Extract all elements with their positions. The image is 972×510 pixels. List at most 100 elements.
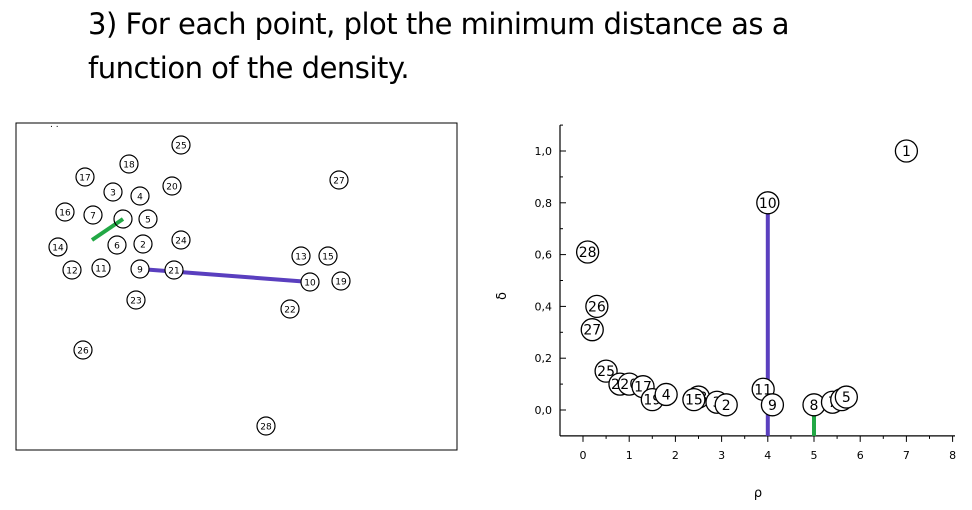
scatter-point-marker	[331, 271, 351, 291]
scatter-point-label: 5	[145, 216, 151, 226]
scatter-point-marker	[83, 205, 103, 225]
scatter-point-marker	[291, 246, 311, 266]
scatter-point-label: 17	[79, 174, 90, 184]
scatter-point-marker	[75, 167, 95, 187]
scatter-point-marker	[73, 340, 93, 360]
scatter-point-25: 25	[171, 135, 191, 155]
title-line-1: 3) For each point, plot the minimum dist…	[88, 7, 789, 41]
scatter-point-hidden-marker	[113, 209, 133, 229]
scatter-point-27: 27	[329, 170, 349, 190]
scatter-point-5: 5	[138, 209, 158, 229]
scatter-point-marker	[130, 259, 150, 279]
y-tick-label: 0,4	[535, 300, 553, 313]
scatter-point-marker	[300, 272, 320, 292]
scatter-point-7: 7	[83, 205, 103, 225]
scatter-point-marker	[103, 182, 123, 202]
scatter-point-16: 16	[55, 202, 75, 222]
decision-point-9: 9	[760, 393, 785, 417]
x-tick-label: 5	[811, 449, 818, 462]
scatter-point-label: 7	[90, 212, 96, 222]
scatter-point-marker	[55, 202, 75, 222]
scatter-point-label: 13	[295, 253, 306, 263]
scatter-point-6: 6	[107, 235, 127, 255]
scatter-point-marker	[138, 209, 158, 229]
scatter-point-label: 24	[175, 237, 187, 247]
scatter-point-marker	[318, 246, 338, 266]
scatter-point-label: 16	[59, 209, 71, 219]
scatter-point-label: 18	[123, 161, 135, 171]
scatter-point-marker	[164, 260, 184, 280]
scatter-point-marker	[280, 299, 300, 319]
slide-title: 3) For each point, plot the minimum dist…	[88, 2, 948, 90]
scatter-point-marker	[162, 176, 182, 196]
decision-point-marker	[714, 393, 738, 417]
decision-point-label: 28	[579, 245, 597, 261]
scatter-point-17: 17	[75, 167, 95, 187]
scatter-point-marker	[126, 290, 146, 310]
decision-point-label: 15	[685, 393, 703, 409]
scatter-point-label: 22	[284, 306, 295, 316]
scatter-point-label: 10	[304, 279, 316, 289]
decision-point-marker	[654, 382, 678, 407]
scatter-point-label: 14	[52, 244, 64, 254]
scatter-point-19: 19	[331, 271, 351, 291]
scatter-point-label: 4	[137, 193, 143, 203]
x-tick-label: 4	[764, 449, 771, 462]
scatter-point-label: 6	[114, 242, 120, 252]
x-tick-label: 7	[903, 449, 910, 462]
scatter-point-13: 13	[291, 246, 311, 266]
scatter-point-11: 11	[91, 258, 111, 278]
scatter-point-22: 22	[280, 299, 300, 319]
x-tick-label: 2	[672, 449, 679, 462]
scatter-point-28: 28	[256, 416, 276, 436]
scatter-point-marker	[91, 258, 111, 278]
decision-point-10: 10	[756, 191, 780, 215]
y-tick-label: 0,6	[535, 249, 553, 262]
decision-point-17: 17	[631, 375, 655, 399]
decision-point-label: 9	[768, 398, 777, 414]
scatter-point-label: 12	[66, 267, 77, 277]
scatter-point-label: 20	[166, 183, 178, 193]
decision-point-label: 10	[759, 196, 777, 212]
x-tick-label: 0	[580, 449, 587, 462]
decision-point-marker	[580, 318, 604, 342]
scatter-point-label: 25	[175, 142, 186, 152]
x-tick-label: 3	[718, 449, 725, 462]
y-axis-label: δ	[495, 292, 510, 300]
scatter-point-label: 23	[130, 297, 141, 307]
scatter-point-10: 10	[300, 272, 320, 292]
scatter-point-label: 19	[335, 278, 347, 288]
title-line-2: function of the density.	[88, 51, 410, 85]
scatter-point-marker	[119, 154, 139, 174]
decision-point-5: 5	[834, 385, 858, 409]
decision-point-marker	[756, 191, 780, 215]
scatter-point-marker	[107, 235, 127, 255]
y-tick-label: 1,0	[535, 145, 553, 158]
decision-point-marker	[575, 240, 600, 264]
scatter-point-18: 18	[119, 154, 139, 174]
x-tick-label: 6	[857, 449, 864, 462]
decision-point-label: 2	[722, 398, 731, 414]
decision-point-label: 1	[902, 144, 911, 160]
scatter-point-24: 24	[171, 230, 191, 250]
decision-point-marker	[760, 393, 785, 417]
scatter-point-label: 26	[77, 347, 89, 357]
scatter-point-label: 11	[95, 265, 106, 275]
scatter-point-marker	[130, 186, 150, 206]
scatter-point-marker	[256, 416, 276, 436]
decision-point-label: 27	[583, 323, 601, 339]
decision-point-label: 26	[588, 299, 606, 315]
scatter-point-marker	[48, 237, 68, 257]
scatter-point-20: 20	[162, 176, 182, 196]
scatter-point-marker	[62, 260, 82, 280]
scatter-point-label: 21	[168, 267, 179, 277]
scatter-point-marker	[133, 234, 153, 254]
scatter-point-2: 2	[133, 234, 153, 254]
decision-point-label: 5	[842, 390, 851, 406]
scatter-point-marker	[171, 230, 191, 250]
scatter-point-marker	[171, 135, 191, 155]
decision-point-label: 25	[597, 364, 615, 380]
scatter-point-label: 3	[110, 189, 116, 199]
